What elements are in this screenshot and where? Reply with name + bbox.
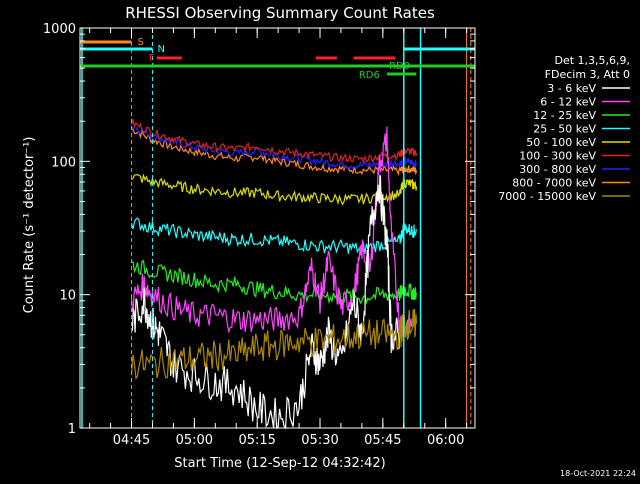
y-tick-label: 100 [51, 155, 76, 170]
x-tick-label: 04:45 [113, 433, 150, 448]
series-line-4 [130, 217, 417, 254]
flag-label-rd0: RD0 [389, 61, 410, 72]
y-axis-label: Count Rate (s⁻¹ detector⁻¹) [22, 137, 37, 314]
x-tick-label: 05:00 [176, 433, 213, 448]
legend-entry-label: 12 - 25 keV [533, 109, 596, 122]
x-tick-label: 05:45 [364, 433, 401, 448]
legend-entry-label: 6 - 12 keV [540, 96, 596, 109]
series-line-1 [130, 125, 417, 170]
flag-label-s: S [138, 37, 144, 48]
x-tick-label: 05:30 [301, 433, 338, 448]
footer-timestamp: 18-Oct-2021 22:24 [560, 469, 636, 478]
x-tick-label: 06:00 [427, 433, 464, 448]
y-tick-label: 1000 [43, 22, 76, 37]
legend-header-1: Det 1,3,5,6,9, [554, 54, 630, 67]
series-line-7 [130, 174, 401, 430]
legend-header-2: FDecim 3, Att 0 [545, 68, 630, 81]
series-layer [130, 117, 417, 430]
plot-frame [79, 27, 476, 429]
series-line-5 [131, 259, 417, 305]
x-axis-label: Start Time (12-Sep-12 04:32:42) [174, 456, 385, 471]
flag-label-n: N [157, 44, 164, 55]
series-line-6 [130, 126, 413, 338]
overlay-layer: S NF RD0 RD6 [80, 28, 475, 428]
flag-label-rd6: RD6 [359, 70, 380, 81]
legend-entry-label: 3 - 6 keV [547, 82, 596, 95]
series-line-3 [131, 173, 417, 206]
legend-entry-label: 800 - 7000 keV [512, 177, 596, 190]
series-line-2 [130, 117, 417, 165]
y-tick-label: 10 [59, 289, 76, 304]
legend-entry-label: 100 - 300 keV [519, 150, 596, 163]
flag-label-f: F [149, 53, 155, 64]
legend-entry-label: 7000 - 15000 keV [498, 190, 596, 203]
legend-entry-label: 50 - 100 keV [526, 136, 596, 149]
chart-title: RHESSI Observing Summary Count Rates [125, 4, 435, 22]
series-line-0 [131, 128, 417, 177]
axes-layer: 1 10 100 1000 04:45 05:00 05:15 05:30 05:45 06:00 [43, 22, 476, 448]
legend-entry-label: 300 - 800 keV [519, 163, 596, 176]
legend-entry-label: 25 - 50 keV [533, 123, 596, 136]
x-tick-label: 05:15 [238, 433, 275, 448]
series-line-8 [130, 308, 417, 381]
y-tick-label: 1 [68, 422, 76, 437]
